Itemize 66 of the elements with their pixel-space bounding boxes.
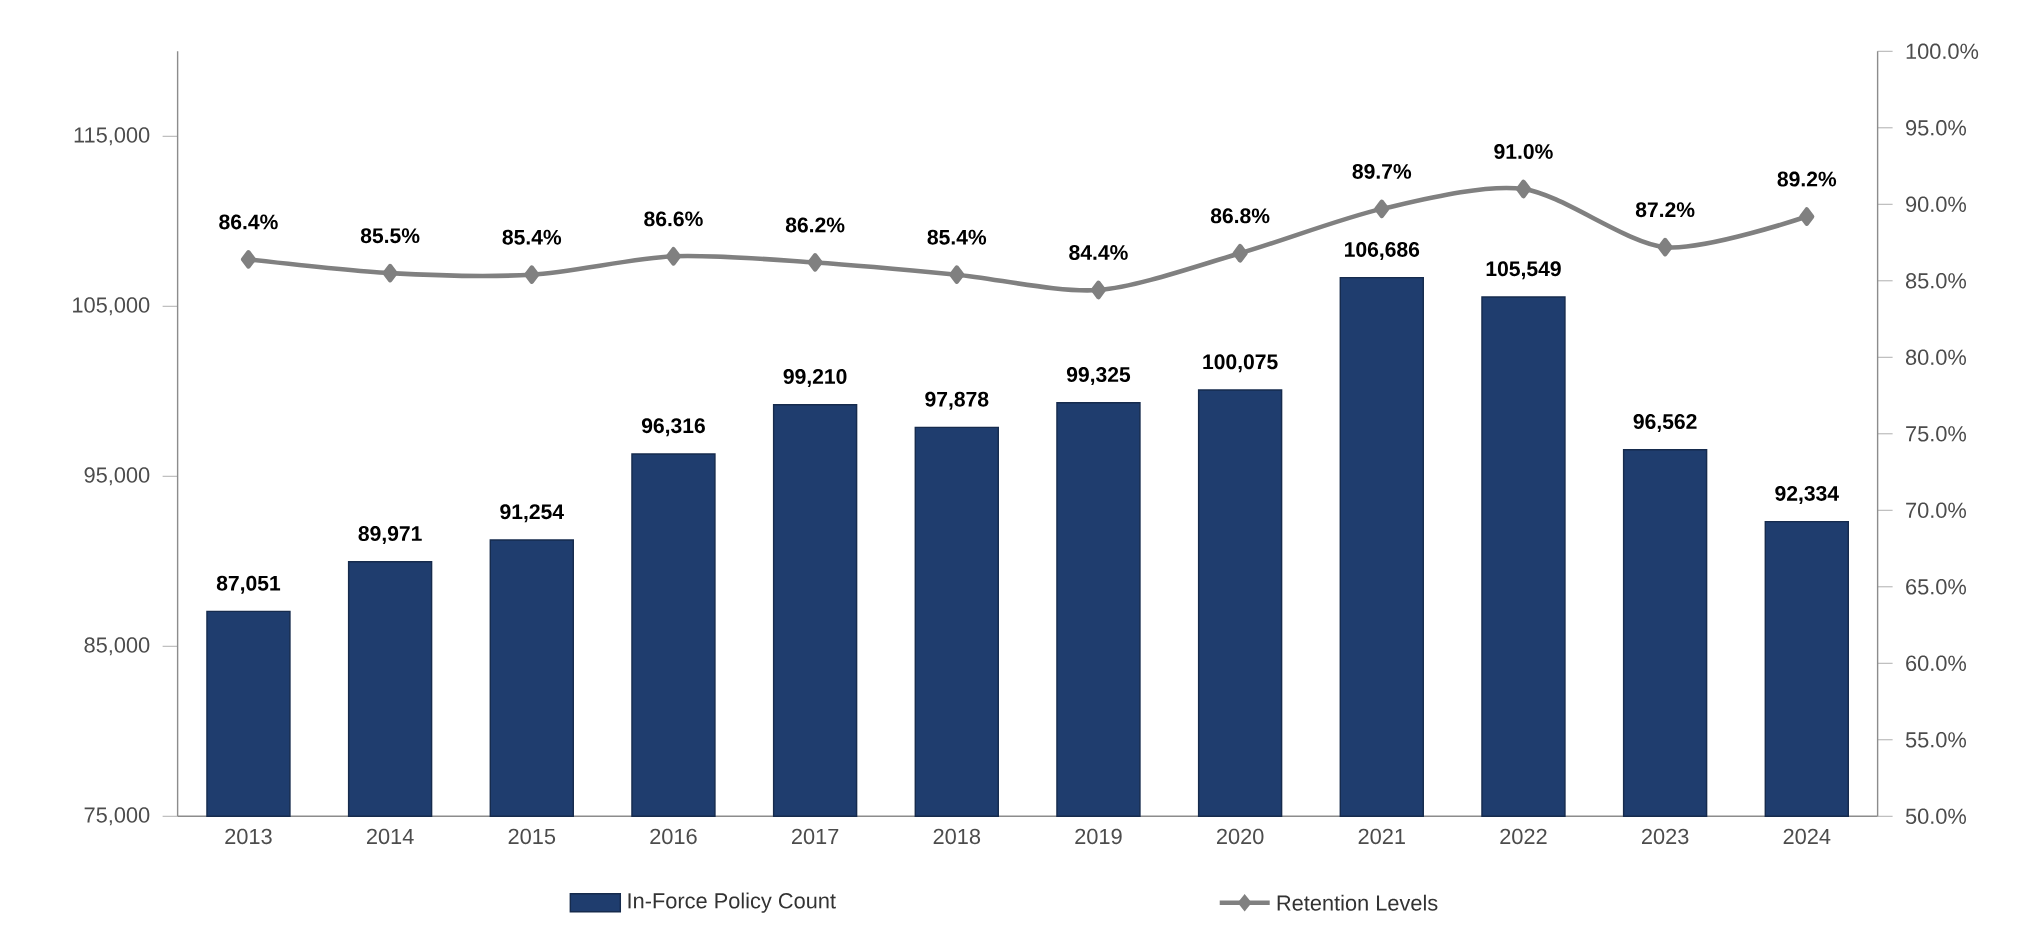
y2-tick-label: 80.0% [1905, 349, 1967, 366]
y2-tick-label: 90.0% [1906, 196, 1967, 213]
data-label: 97,878 [925, 391, 989, 410]
data-label: 89.7% [1352, 163, 1412, 179]
y-tick-label: 85,000 [84, 637, 150, 656]
point [1657, 237, 1673, 257]
data-label: 84.4% [1069, 245, 1128, 260]
point [1515, 179, 1532, 199]
data-label: 92,334 [1775, 485, 1839, 504]
point [1232, 243, 1248, 263]
x-tick-label: 2014 [366, 828, 414, 845]
y-tick-label: 95,000 [84, 467, 150, 486]
legend-label: Retention Levels [1277, 894, 1438, 911]
data-label: 99,210 [783, 369, 847, 388]
x-tick-label: 2023 [1641, 828, 1689, 845]
x-tick-label: 2022 [1500, 828, 1547, 845]
data-label: 85.4% [927, 229, 987, 245]
data-label: 106,686 [1345, 241, 1420, 260]
legend-label: In-Force Policy Count [628, 892, 836, 913]
data-label: 89.2% [1777, 171, 1837, 187]
y2-tick-label: 95.0% [1906, 120, 1967, 136]
y2-tick-label: 70.0% [1906, 502, 1967, 519]
x-tick-label: 2016 [650, 828, 697, 845]
x-tick-label: 2015 [508, 828, 556, 845]
data-label: 86.6% [644, 211, 703, 227]
point [665, 247, 682, 266]
point [1374, 199, 1390, 219]
data-label: 96,316 [641, 418, 705, 437]
y2-tick-label: 60.0% [1906, 655, 1967, 672]
point [1090, 280, 1107, 300]
x-tick-label: 2021 [1358, 828, 1405, 845]
y2-tick-label: 55.0% [1905, 732, 1967, 748]
data-label: 85.5% [360, 228, 420, 244]
y-tick-label: 115,000 [74, 127, 150, 146]
x-tick-label: 2019 [1075, 828, 1122, 845]
y-tick-label: 105,000 [73, 297, 150, 316]
y2-tick-label: 50.0% [1905, 808, 1967, 824]
y2-tick-label: 100.0% [1906, 43, 1979, 60]
data-label: 96,562 [1633, 414, 1697, 433]
data-label: 89,971 [358, 526, 422, 545]
point [807, 253, 823, 272]
data-label: 105,549 [1486, 261, 1561, 280]
point [1799, 207, 1815, 226]
point [240, 250, 257, 269]
data-label: 87,051 [216, 575, 281, 594]
x-tick-label: 2018 [933, 828, 981, 845]
x-tick-label: 2020 [1216, 828, 1264, 845]
x-tick-label: 2017 [791, 828, 839, 845]
data-label: 86.4% [219, 214, 278, 230]
data-label: 100,075 [1203, 354, 1278, 373]
x-tick-label: 2013 [225, 828, 272, 845]
point [382, 263, 398, 283]
data-label: 86.8% [1210, 208, 1270, 224]
data-label: 99,325 [1066, 367, 1131, 386]
x-tick-label: 2024 [1783, 828, 1831, 845]
data-label: 91,254 [500, 504, 564, 523]
point [949, 265, 965, 284]
y2-tick-label: 75.0% [1906, 426, 1967, 442]
data-label: 86.2% [785, 217, 845, 233]
y2-tick-label: 65.0% [1906, 579, 1967, 595]
data-label: 87.2% [1635, 202, 1695, 218]
point [524, 265, 540, 284]
data-label: 91.0% [1494, 144, 1553, 160]
y2-tick-label: 85.0% [1905, 273, 1967, 289]
y-tick-label: 75,000 [84, 807, 150, 826]
data-label: 85.4% [502, 229, 562, 245]
